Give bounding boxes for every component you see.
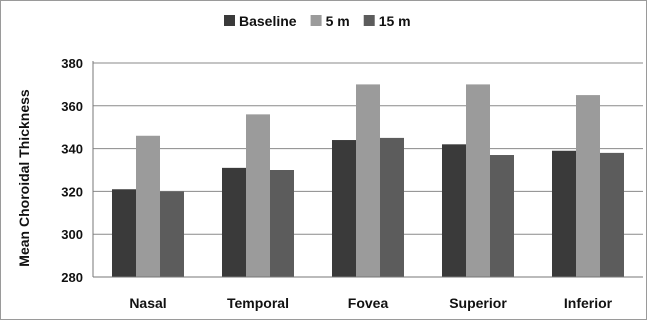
bar-5-m-superior: [466, 84, 490, 278]
y-tick-label: 320: [61, 184, 83, 199]
x-category-labels: Nasal Temporal Fovea Superior Inferior: [129, 295, 612, 311]
y-tick-label: 360: [61, 99, 83, 114]
bar-baseline-superior: [442, 144, 466, 277]
bar-15-m-temporal: [270, 170, 294, 277]
legend-label: 5 m: [326, 13, 350, 29]
bar-5-m-inferior: [576, 95, 600, 277]
bar-baseline-nasal: [112, 189, 136, 277]
y-tick-label: 300: [61, 227, 83, 242]
legend-label: 15 m: [379, 13, 411, 29]
bar-15-m-inferior: [600, 152, 624, 277]
bar-baseline-temporal: [222, 167, 246, 277]
y-axis-label: Mean Choroidal Thickness: [16, 89, 32, 267]
legend-label: Baseline: [239, 13, 297, 29]
x-category-label: Inferior: [564, 295, 613, 311]
bars: [112, 84, 624, 278]
bar-5-m-nasal: [136, 135, 160, 277]
x-category-label: Nasal: [129, 295, 166, 311]
bar-15-m-superior: [490, 155, 514, 277]
legend-swatch: [310, 15, 322, 26]
x-category-label: Temporal: [227, 295, 289, 311]
y-tick-label: 280: [61, 270, 83, 285]
x-category-label: Superior: [449, 295, 507, 311]
bar-5-m-fovea: [356, 84, 380, 278]
y-tick-label: 340: [61, 142, 83, 157]
y-tick-labels: 280 300 320 340 360 380: [61, 56, 83, 285]
bar-baseline-inferior: [552, 150, 576, 277]
axes: [92, 61, 643, 278]
legend-swatch: [224, 15, 235, 26]
bar-baseline-fovea: [332, 140, 356, 277]
y-tick-label: 380: [61, 56, 83, 71]
bar-5-m-temporal: [246, 114, 270, 277]
x-category-label: Fovea: [348, 295, 389, 311]
bar-15-m-nasal: [160, 191, 184, 277]
legend-swatch: [363, 15, 375, 26]
legend: Baseline 5 m 15 m: [224, 13, 411, 29]
bar-15-m-fovea: [380, 137, 404, 277]
